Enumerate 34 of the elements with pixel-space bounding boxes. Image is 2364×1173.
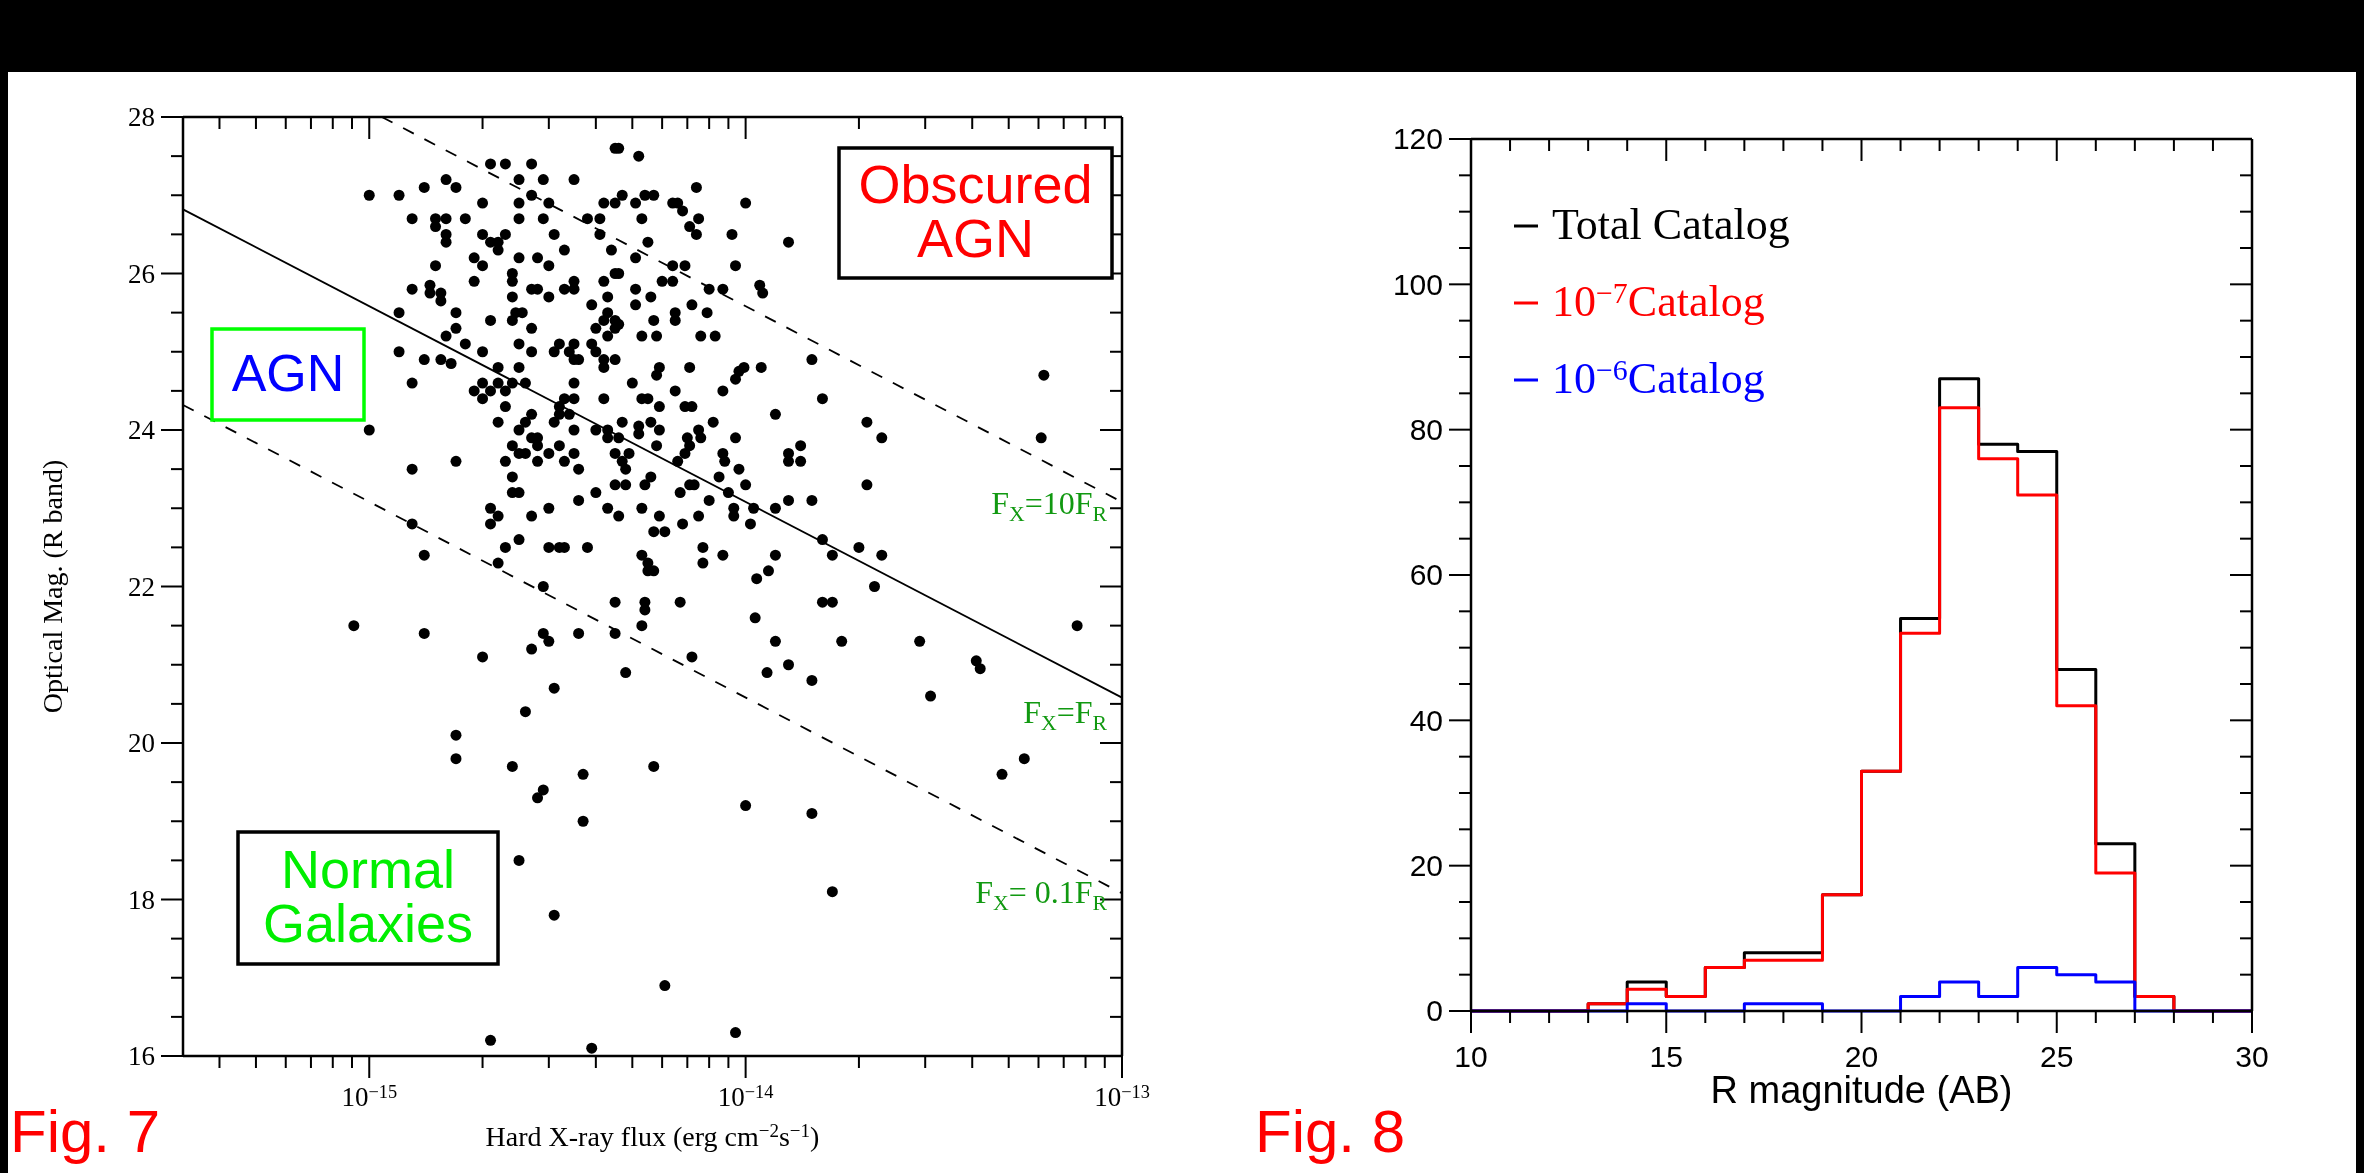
y-tick-label: 22 [128,571,155,602]
annotation: Normal Galaxies [262,839,474,954]
x-tick-label: 10$^{−14}$ [717,1081,774,1112]
y-tick-label: 28 [128,102,155,133]
legend-label: Total Catalog [1552,200,1790,249]
annotation: AGN [231,344,345,403]
caption: Fig. 8 [1255,1098,1406,1165]
y-tick-label: 100 [1392,267,1443,301]
y-tick-label: 0 [1426,994,1443,1028]
x-axis-title: Hard X-ray flux (erg cm$^{−2}$s$^{−1}$) [485,1120,820,1152]
x-tick-label: 10 [1454,1040,1488,1073]
y-tick-label: 16 [128,1041,155,1072]
y-tick-label: 20 [128,728,155,759]
y-tick-label: 80 [1409,412,1443,446]
y-tick-label: 20 [1409,848,1443,882]
y-tick-label: 60 [1409,558,1443,592]
annotation: Obscured AGN [858,154,1093,269]
x-tick-label: 25 [2040,1040,2074,1073]
x-tick-label: 10$^{−13}$ [1094,1081,1150,1112]
annotation: F$_{X}$= 0.1F$_{R}$ [975,874,1108,915]
y-axis-title: Optical Mag. (R band) [37,459,68,714]
x-tick-label: 15 [1649,1040,1683,1073]
y-tick-label: 120 [1392,122,1443,156]
annotation: F$_{X}$=10F$_{R}$ [991,485,1108,526]
x-tick-label: 10$^{−15}$ [341,1081,398,1112]
y-tick-label: 40 [1409,703,1443,737]
x-tick-label: 30 [2235,1040,2269,1073]
legend-label: 10$^{−7}$Catalog [1552,275,1765,326]
annotation: F$_{X}$=F$_{R}$ [1023,694,1108,735]
caption: Fig. 7 [10,1098,161,1165]
legend-label: 10$^{−6}$Catalog [1552,352,1765,403]
y-tick-label: 18 [128,884,155,915]
y-tick-label: 24 [128,415,156,446]
y-tick-label: 26 [128,258,155,289]
